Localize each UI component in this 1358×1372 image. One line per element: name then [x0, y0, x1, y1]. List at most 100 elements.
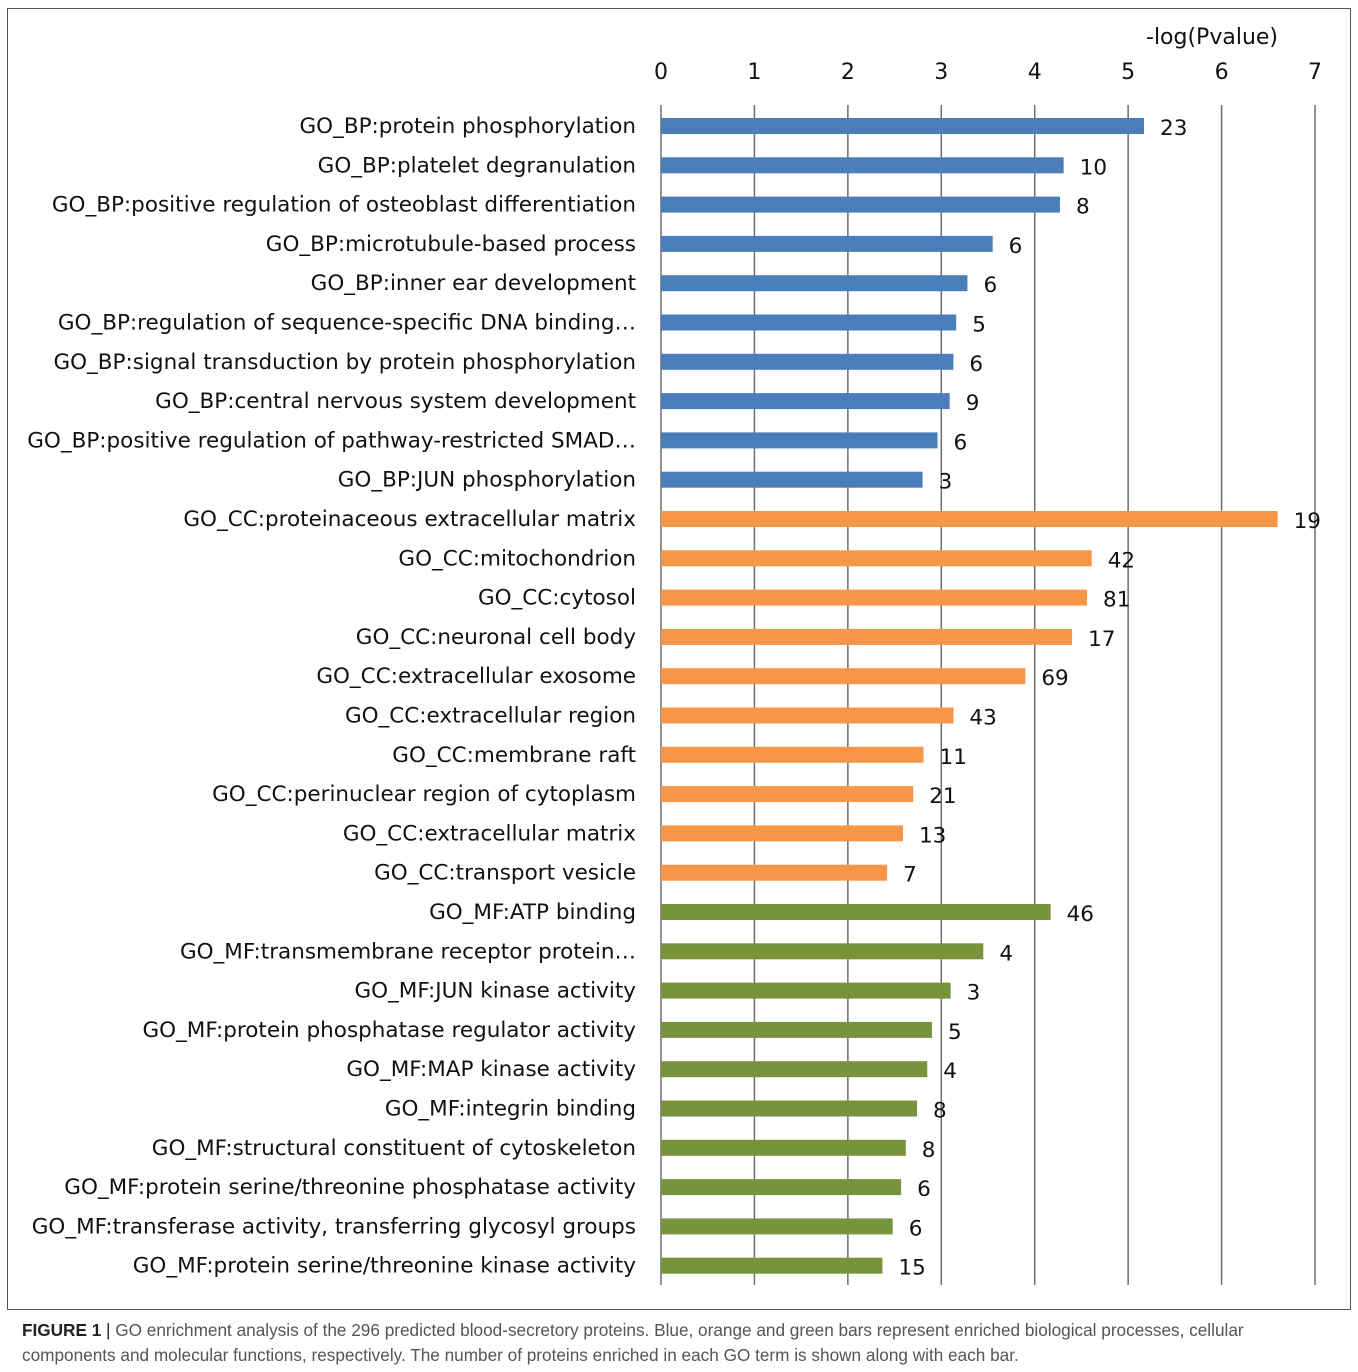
bar [661, 943, 984, 960]
bar [661, 275, 968, 292]
bar [661, 1139, 906, 1156]
category-label: GO_MF:JUN kinase activity [354, 979, 636, 1004]
category-label: GO_MF:protein serine/threonine phosphata… [64, 1175, 636, 1200]
category-label: GO_MF:integrin binding [385, 1097, 636, 1122]
bar [661, 393, 950, 410]
count-label: 6 [983, 273, 997, 298]
figure-frame [7, 8, 1351, 1310]
count-label: 5 [972, 313, 986, 338]
count-label: 6 [909, 1216, 923, 1241]
count-label: 6 [954, 430, 968, 455]
chart-text: -log(Pvalue) 0 1 2 3 4 5 6 7GO_BP:protein phosp… [27, 25, 1322, 1281]
count-label: 13 [919, 823, 946, 848]
count-label: 46 [1067, 902, 1094, 927]
count-label: 21 [929, 784, 956, 809]
category-label: GO_MF:structural constituent of cytoskel… [152, 1136, 636, 1161]
count-label: 15 [898, 1256, 925, 1281]
bar [661, 746, 924, 763]
x-tick-label: 0 [654, 60, 668, 85]
caption-separator: | [101, 1320, 116, 1340]
count-label: 43 [969, 706, 996, 731]
count-label: 9 [966, 391, 980, 416]
bar [661, 1218, 893, 1235]
bar [661, 628, 1073, 645]
x-tick-label: 1 [747, 60, 761, 85]
category-label: GO_MF:ATP binding [429, 900, 636, 925]
category-label: GO_MF:protein phosphatase regulator acti… [142, 1018, 636, 1043]
count-label: 81 [1103, 588, 1130, 613]
category-label: GO_BP:protein phosphorylation [299, 114, 636, 139]
count-label: 8 [933, 1099, 947, 1124]
bar [661, 235, 993, 252]
x-tick-label: 5 [1121, 60, 1135, 85]
bar [661, 786, 914, 803]
count-label: 3 [939, 470, 953, 495]
bar [661, 157, 1064, 174]
category-label: GO_CC:membrane raft [392, 743, 636, 768]
bar [661, 982, 951, 999]
category-label: GO_BP:regulation of sequence-specific DN… [58, 311, 636, 336]
x-tick-label: 3 [934, 60, 948, 85]
bar [661, 314, 957, 331]
x-tick-label: 4 [1028, 60, 1042, 85]
category-label: GO_CC:proteinaceous extracellular matrix [183, 507, 636, 532]
bar [661, 118, 1145, 134]
category-label: GO_MF:transmembrane receptor protein… [180, 939, 636, 964]
go-enrichment-bar-chart: -log(Pvalue) 0 1 2 3 4 5 6 7GO_BP:protein phosp… [27, 25, 1322, 1285]
count-label: 5 [948, 1020, 962, 1045]
bar [661, 707, 954, 724]
bar [661, 1179, 902, 1196]
count-label: 4 [999, 941, 1013, 966]
category-label: GO_BP:positive regulation of osteoblast … [52, 193, 636, 218]
category-label: GO_MF:protein serine/threonine kinase ac… [133, 1254, 637, 1279]
count-label: 6 [1009, 234, 1023, 259]
bars [661, 118, 1278, 1274]
category-label: GO_MF:MAP kinase activity [346, 1057, 636, 1082]
bar [661, 589, 1088, 606]
count-label: 17 [1088, 627, 1115, 652]
caption-label: FIGURE 1 [22, 1320, 102, 1340]
count-label: 8 [922, 1138, 936, 1163]
bar [661, 353, 954, 370]
count-label: 6 [969, 352, 983, 377]
count-label: 10 [1080, 155, 1107, 180]
figure-caption: FIGURE 1 | GO enrichment analysis of the… [22, 1318, 1322, 1368]
count-label: 7 [903, 863, 917, 888]
count-label: 42 [1108, 548, 1135, 573]
category-label: GO_CC:extracellular exosome [316, 664, 636, 689]
category-label: GO_CC:extracellular matrix [343, 821, 636, 846]
count-label: 4 [943, 1059, 957, 1084]
bar [661, 904, 1051, 920]
category-label: GO_BP:central nervous system development [155, 389, 636, 414]
count-label: 19 [1294, 509, 1321, 534]
bar [661, 432, 938, 449]
count-label: 69 [1041, 666, 1068, 691]
category-label: GO_CC:cytosol [478, 586, 636, 611]
gridlines [660, 105, 1316, 1285]
category-label: GO_CC:neuronal cell body [356, 625, 636, 650]
category-label: GO_CC:extracellular region [345, 704, 636, 729]
bar [661, 1100, 917, 1117]
count-label: 23 [1160, 116, 1187, 141]
category-label: GO_MF:transferase activity, transferring… [32, 1214, 636, 1239]
bar [661, 511, 1278, 527]
bar [661, 550, 1092, 567]
bar [661, 825, 903, 842]
caption-text: GO enrichment analysis of the 296 predic… [22, 1320, 1244, 1365]
bar [661, 1021, 932, 1038]
category-label: GO_BP:JUN phosphorylation [338, 468, 636, 493]
x-axis-title: -log(Pvalue) [1146, 25, 1278, 50]
category-label: GO_CC:mitochondrion [398, 546, 636, 571]
category-label: GO_BP:signal transduction by protein pho… [53, 350, 636, 375]
count-label: 6 [917, 1177, 931, 1202]
count-label: 8 [1076, 195, 1090, 220]
bar [661, 1257, 883, 1274]
x-tick-label: 2 [841, 60, 855, 85]
count-label: 11 [940, 745, 967, 770]
bar [661, 668, 1026, 685]
category-label: GO_BP:microtubule-based process [266, 232, 636, 257]
bar [661, 471, 923, 488]
bar [661, 864, 888, 881]
x-tick-label: 6 [1215, 60, 1229, 85]
x-tick-label: 7 [1308, 60, 1322, 85]
